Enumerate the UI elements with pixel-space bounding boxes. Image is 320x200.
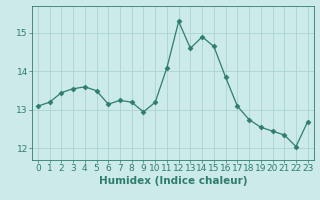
X-axis label: Humidex (Indice chaleur): Humidex (Indice chaleur) — [99, 176, 247, 186]
